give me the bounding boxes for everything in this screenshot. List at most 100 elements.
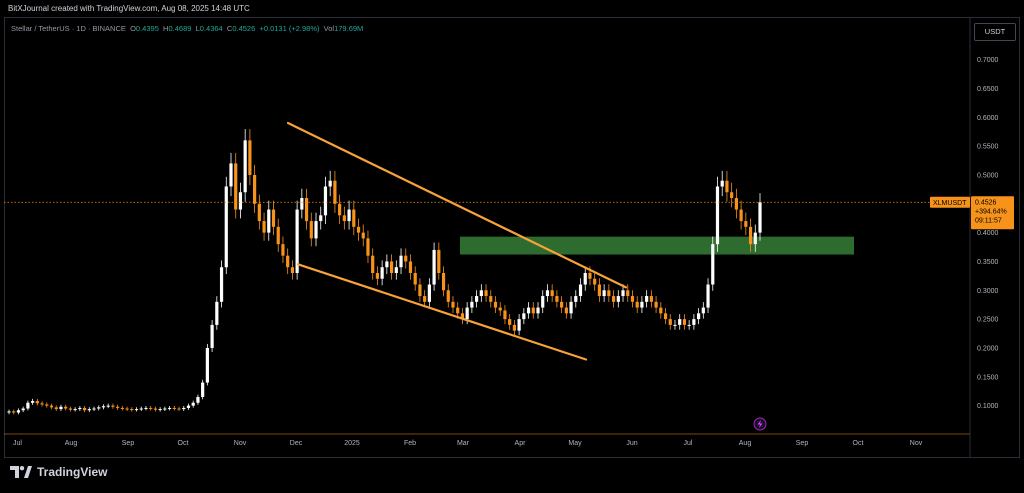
x-tick-label: Jun — [626, 440, 637, 447]
candle-body — [328, 180, 332, 187]
candle-body — [338, 203, 342, 216]
candle-body — [106, 405, 110, 407]
price-tag-countdown: 09:11:57 — [975, 217, 1002, 224]
candle-body — [550, 290, 554, 297]
candle-body — [177, 408, 181, 410]
channel-lower-line[interactable] — [296, 263, 588, 361]
candle-body — [26, 402, 30, 409]
currency-button[interactable]: USDT — [974, 23, 1016, 41]
x-tick-label: Aug — [65, 440, 78, 447]
candle-body — [219, 267, 224, 302]
candle-body — [423, 296, 427, 302]
candle-body — [153, 408, 158, 410]
candle-body — [597, 284, 602, 297]
volume-label: Vol — [323, 24, 335, 33]
candle-body — [92, 408, 96, 410]
candle-body — [418, 284, 422, 297]
candle-body — [281, 244, 285, 256]
candle-body — [97, 407, 101, 409]
candle-body — [12, 411, 16, 413]
y-tick-label: 0.5500 — [977, 144, 999, 151]
candle-body — [734, 198, 738, 210]
candle-body — [361, 232, 365, 239]
channel-upper-line[interactable] — [286, 121, 628, 289]
candle-body — [16, 410, 21, 413]
candle-body — [645, 296, 649, 302]
candle-body — [526, 307, 531, 314]
candle-body — [460, 313, 465, 320]
x-tick-label: Sep — [122, 440, 135, 447]
candle-body — [300, 198, 304, 210]
candle-body — [64, 406, 68, 409]
candle-body — [125, 408, 129, 410]
credit-text: BitXJournal created with TradingView.com… — [8, 4, 250, 13]
price-chart[interactable]: 0.70000.65000.60000.55000.50000.45000.40… — [0, 0, 1024, 458]
candle-body — [229, 163, 233, 187]
y-tick-label: 0.1500 — [977, 374, 999, 381]
x-tick-label: Mar — [457, 440, 470, 447]
candle-body — [134, 409, 139, 411]
candle-body — [73, 409, 77, 411]
candle-body — [116, 406, 120, 408]
x-tick-label: Dec — [290, 440, 303, 447]
candle-body — [574, 296, 578, 302]
candle-body — [696, 313, 701, 320]
candle-body — [578, 284, 583, 297]
candle-body — [616, 296, 620, 302]
candle-body — [356, 226, 361, 233]
x-tick-label: Nov — [234, 440, 247, 447]
candle-body — [663, 313, 668, 320]
candle-body — [210, 324, 214, 348]
candle-body — [333, 180, 337, 204]
candle-body — [404, 255, 408, 262]
low-label: L — [195, 24, 200, 33]
candle-body — [172, 407, 176, 409]
candle-body — [626, 290, 630, 297]
candle-body — [711, 244, 715, 285]
close-value: 0.4526 — [232, 24, 256, 33]
symbol-tag — [930, 196, 970, 208]
candle-body — [522, 313, 526, 320]
candle-body — [31, 401, 35, 403]
candle-body — [583, 272, 587, 285]
candle-body — [276, 226, 280, 245]
candle-body — [257, 203, 261, 222]
candle-body — [82, 407, 87, 411]
candle-body — [715, 186, 720, 245]
candle-body — [503, 310, 507, 320]
candle-body — [706, 284, 710, 308]
candle-body — [201, 382, 205, 397]
candle-body — [295, 209, 299, 273]
change-value: +0.0131 (+2.98%) — [259, 24, 320, 33]
candle-body — [399, 255, 403, 268]
candle-body — [167, 407, 172, 409]
candle-body — [130, 409, 134, 411]
tradingview-logo[interactable]: TradingView — [10, 465, 107, 479]
candle-body — [342, 215, 346, 222]
open-value: 0.4395 — [135, 24, 159, 33]
candle-body — [560, 301, 564, 308]
lightning-icon[interactable] — [753, 417, 767, 431]
candle-body — [673, 324, 677, 326]
price-tag-price: 0.4526 — [975, 199, 997, 206]
candle-body — [271, 209, 276, 227]
candle-body — [465, 307, 469, 320]
candle-body — [243, 140, 247, 193]
candle-body — [314, 221, 318, 239]
chart-frame — [4, 17, 1020, 458]
candle-body — [602, 290, 606, 297]
candle-body — [678, 319, 682, 325]
candle-body — [323, 186, 328, 216]
candle-body — [163, 408, 167, 410]
candle-body — [413, 272, 417, 285]
x-tick-label: Sep — [796, 440, 809, 447]
support-zone — [460, 236, 854, 255]
candle-body — [635, 301, 639, 308]
candle-body — [144, 407, 148, 409]
y-tick-label: 0.3000 — [977, 288, 999, 295]
ohlc-legend: Stellar / TetherUS · 1D · BINANCE O0.439… — [11, 24, 363, 33]
candle-body — [408, 261, 413, 273]
open-label: O — [130, 24, 136, 33]
symbol-label[interactable]: Stellar / TetherUS · 1D · BINANCE — [11, 24, 126, 33]
candle-body — [186, 405, 191, 408]
